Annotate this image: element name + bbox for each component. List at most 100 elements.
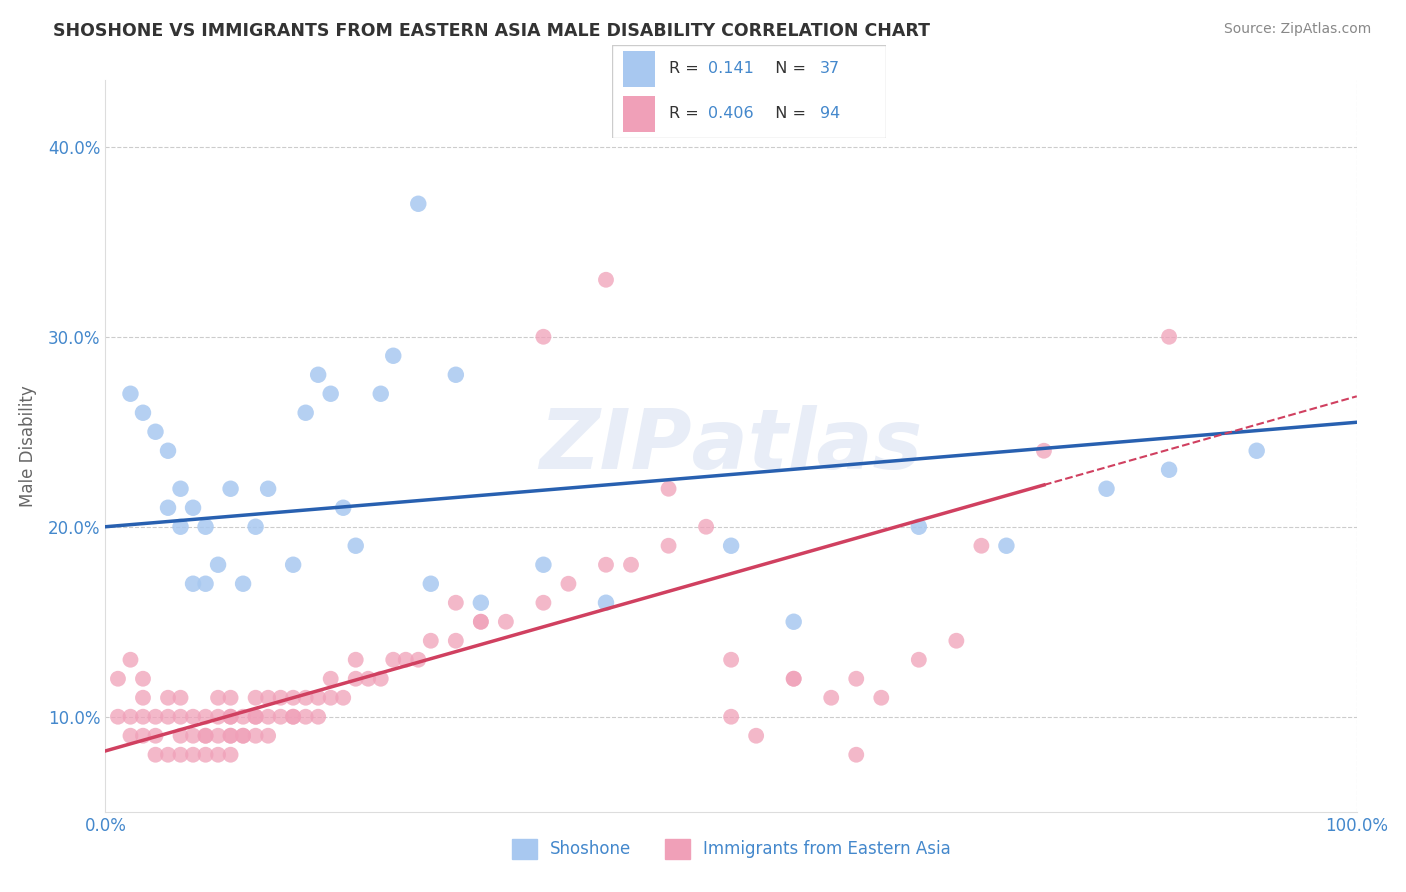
Point — [120, 386, 142, 401]
Point — [595, 558, 617, 572]
Point — [1095, 482, 1118, 496]
Legend: Shoshone, Immigrants from Eastern Asia: Shoshone, Immigrants from Eastern Asia — [505, 832, 957, 865]
Point — [720, 653, 742, 667]
Point — [595, 273, 617, 287]
Point — [157, 710, 180, 724]
Point — [782, 615, 804, 629]
Point — [157, 690, 180, 705]
Point — [194, 710, 217, 724]
Point — [408, 653, 430, 667]
Point — [145, 710, 167, 724]
Y-axis label: Male Disability: Male Disability — [18, 385, 37, 507]
Point — [720, 710, 742, 724]
Point — [157, 500, 180, 515]
Point — [245, 690, 267, 705]
Point — [194, 576, 217, 591]
Point — [845, 672, 868, 686]
Point — [281, 710, 305, 724]
Point — [194, 729, 217, 743]
Point — [344, 653, 367, 667]
Point — [370, 386, 392, 401]
Point — [382, 349, 405, 363]
Text: 94: 94 — [820, 106, 841, 121]
Point — [132, 690, 155, 705]
Point — [107, 710, 129, 724]
Point — [120, 710, 142, 724]
Text: ZIP​atlas: ZIP​atlas — [540, 406, 922, 486]
Point — [157, 443, 180, 458]
Point — [382, 653, 405, 667]
Point — [357, 672, 380, 686]
Point — [782, 672, 804, 686]
Point — [395, 653, 418, 667]
Point — [344, 672, 367, 686]
Text: 0.141: 0.141 — [707, 62, 754, 77]
Point — [169, 482, 191, 496]
Point — [1159, 463, 1181, 477]
Point — [132, 729, 155, 743]
Point — [132, 710, 155, 724]
FancyBboxPatch shape — [612, 45, 886, 138]
Point — [908, 520, 931, 534]
Point — [294, 406, 316, 420]
Point — [181, 729, 204, 743]
Point — [257, 482, 280, 496]
Point — [470, 596, 492, 610]
Text: N =: N = — [765, 106, 811, 121]
Point — [169, 710, 191, 724]
Point — [169, 729, 191, 743]
Point — [281, 710, 305, 724]
Point — [1032, 443, 1054, 458]
Point — [745, 729, 768, 743]
Point — [294, 690, 316, 705]
Point — [257, 690, 280, 705]
Text: N =: N = — [765, 62, 811, 77]
Point — [181, 710, 204, 724]
Point — [245, 729, 267, 743]
Point — [419, 576, 441, 591]
Point — [444, 368, 467, 382]
Point — [970, 539, 993, 553]
Point — [470, 615, 492, 629]
Point — [169, 520, 191, 534]
Point — [332, 500, 354, 515]
Point — [620, 558, 643, 572]
Point — [169, 690, 191, 705]
Point — [219, 710, 242, 724]
Point — [207, 690, 229, 705]
Point — [332, 690, 354, 705]
Point — [181, 500, 204, 515]
Point — [120, 729, 142, 743]
Point — [145, 747, 167, 762]
Point — [319, 386, 342, 401]
Point — [294, 710, 316, 724]
Point — [595, 596, 617, 610]
Text: R =: R = — [669, 62, 704, 77]
Point — [270, 710, 292, 724]
Point — [1159, 330, 1181, 344]
Point — [169, 747, 191, 762]
Point — [207, 710, 229, 724]
Point — [270, 690, 292, 705]
Point — [281, 690, 305, 705]
Point — [370, 672, 392, 686]
Point — [408, 196, 430, 211]
Point — [945, 633, 967, 648]
Point — [419, 633, 441, 648]
Text: R =: R = — [669, 106, 704, 121]
Point — [281, 558, 305, 572]
Point — [207, 747, 229, 762]
Point — [232, 710, 254, 724]
Point — [307, 368, 329, 382]
Text: 0.406: 0.406 — [707, 106, 754, 121]
Point — [845, 747, 868, 762]
Text: SHOSHONE VS IMMIGRANTS FROM EASTERN ASIA MALE DISABILITY CORRELATION CHART: SHOSHONE VS IMMIGRANTS FROM EASTERN ASIA… — [53, 22, 931, 40]
Point — [658, 539, 681, 553]
Point — [820, 690, 842, 705]
Point — [307, 690, 329, 705]
Point — [132, 406, 155, 420]
Point — [145, 729, 167, 743]
Point — [307, 710, 329, 724]
Point — [219, 690, 242, 705]
Point — [232, 729, 254, 743]
